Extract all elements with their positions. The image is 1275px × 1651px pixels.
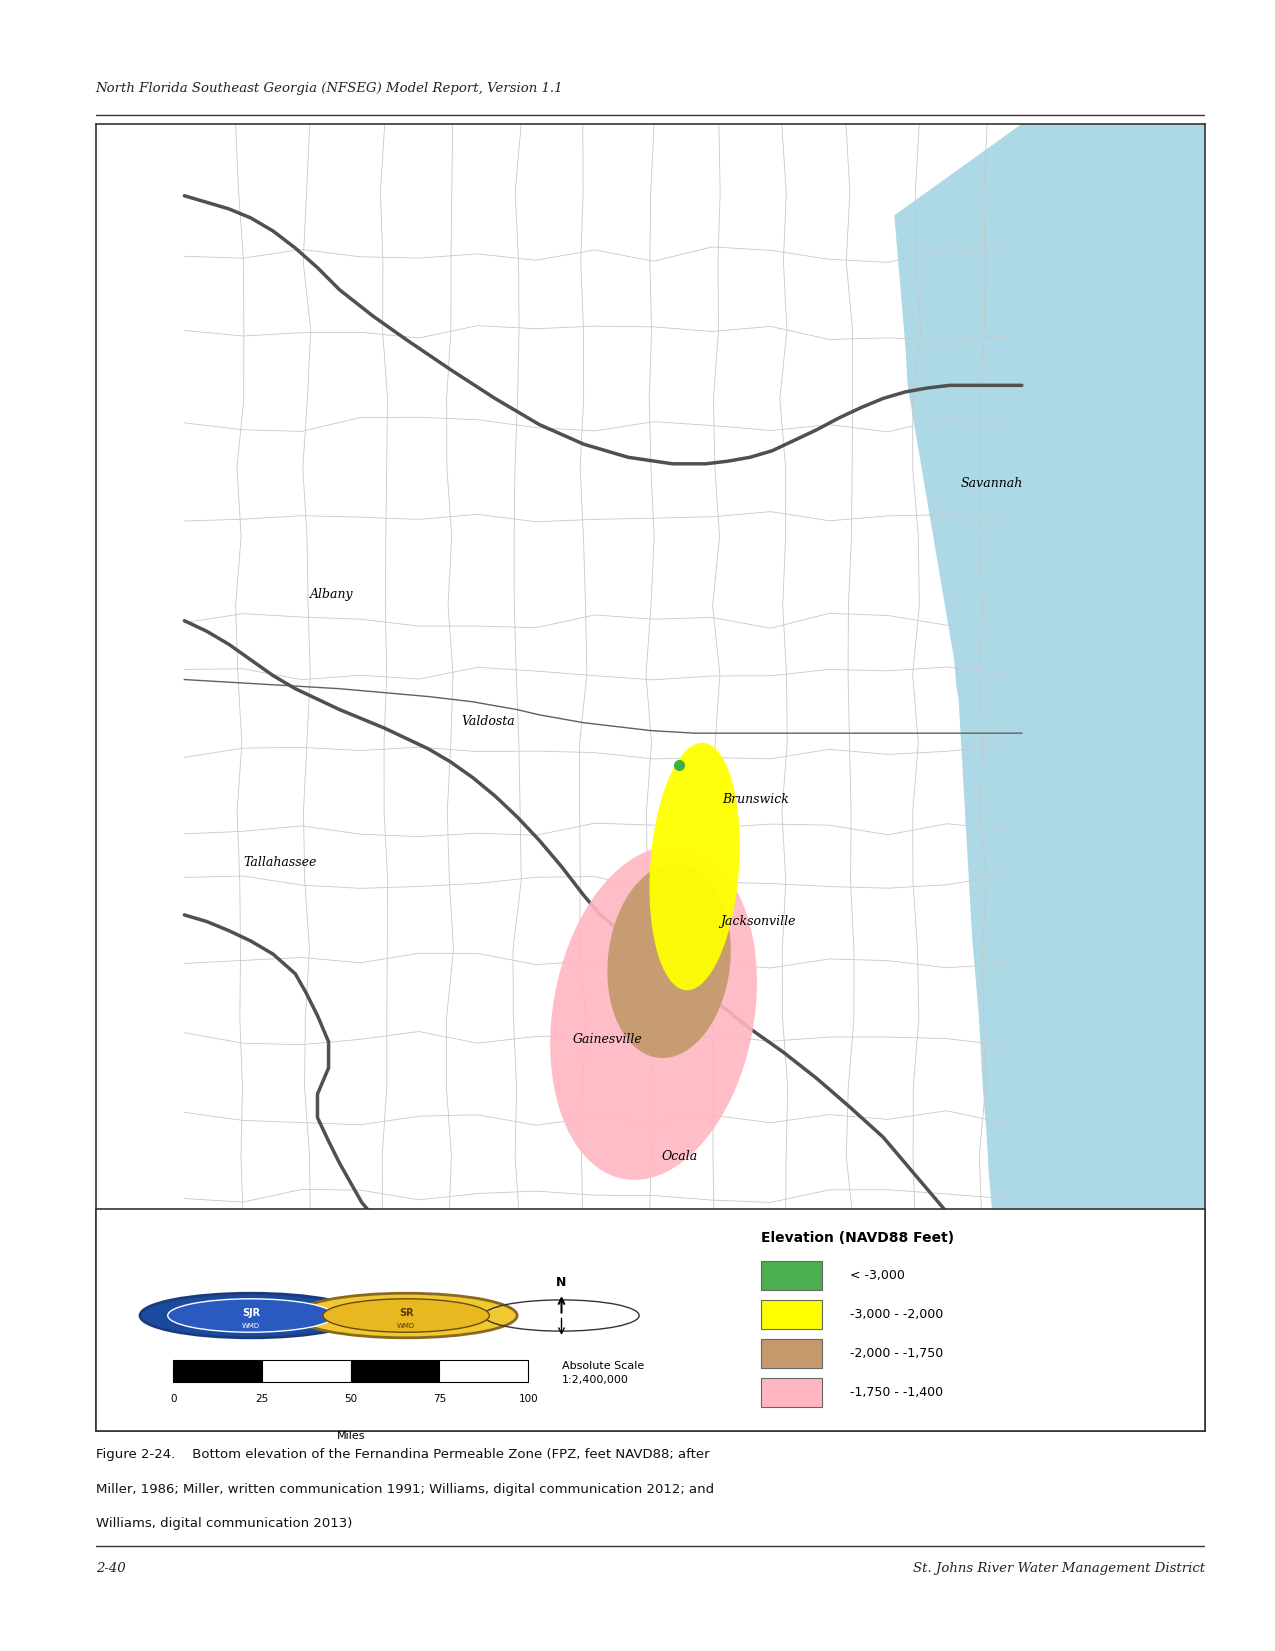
Text: 2-40: 2-40: [96, 1562, 125, 1575]
Text: -2,000 - -1,750: -2,000 - -1,750: [850, 1347, 944, 1360]
Circle shape: [296, 1293, 518, 1337]
Bar: [440, 1360, 528, 1382]
Text: -3,000 - -2,000: -3,000 - -2,000: [850, 1308, 944, 1321]
Text: N: N: [556, 1276, 566, 1289]
Text: < -3,000: < -3,000: [850, 1270, 905, 1281]
Text: WMD: WMD: [242, 1322, 260, 1329]
Circle shape: [140, 1293, 362, 1337]
Text: 0: 0: [170, 1393, 176, 1403]
Text: Ocala: Ocala: [662, 1151, 697, 1164]
Text: Jacksonville: Jacksonville: [720, 915, 796, 928]
Text: Albany: Albany: [310, 588, 353, 601]
Text: -1,750 - -1,400: -1,750 - -1,400: [850, 1385, 944, 1398]
Text: SJR: SJR: [242, 1308, 260, 1317]
Text: Savannah: Savannah: [961, 477, 1023, 490]
Text: Williams, digital communication 2013): Williams, digital communication 2013): [96, 1517, 352, 1530]
Text: 50: 50: [344, 1393, 357, 1403]
Text: Gainesville: Gainesville: [572, 1032, 643, 1045]
Circle shape: [168, 1299, 334, 1332]
Bar: [761, 1299, 822, 1329]
Text: Miles: Miles: [337, 1431, 365, 1441]
Text: North Florida Southeast Georgia (NFSEG) Model Report, Version 1.1: North Florida Southeast Georgia (NFSEG) …: [96, 83, 564, 94]
Text: Miller, 1986; Miller, written communication 1991; Williams, digital communicatio: Miller, 1986; Miller, written communicat…: [96, 1483, 714, 1496]
Text: St. Johns River Water Management District: St. Johns River Water Management Distric…: [913, 1562, 1205, 1575]
Bar: [761, 1379, 822, 1407]
Polygon shape: [551, 845, 757, 1180]
Text: 75: 75: [434, 1393, 446, 1403]
Text: Figure 2-24.    Bottom elevation of the Fernandina Permeable Zone (FPZ, feet NAV: Figure 2-24. Bottom elevation of the Fer…: [96, 1448, 709, 1461]
Text: Absolute Scale
1:2,400,000: Absolute Scale 1:2,400,000: [561, 1362, 644, 1385]
Text: WMD: WMD: [397, 1322, 416, 1329]
Text: Elevation (NAVD88 Feet): Elevation (NAVD88 Feet): [761, 1232, 954, 1245]
Bar: [761, 1261, 822, 1289]
Polygon shape: [894, 124, 1205, 1431]
Text: Tallahassee: Tallahassee: [244, 857, 316, 868]
Polygon shape: [649, 743, 740, 991]
Bar: [173, 1360, 263, 1382]
Bar: [351, 1360, 440, 1382]
Circle shape: [323, 1299, 490, 1332]
Polygon shape: [96, 882, 650, 1431]
Text: Brunswick: Brunswick: [723, 794, 789, 806]
Text: SR: SR: [399, 1308, 413, 1317]
Text: 25: 25: [255, 1393, 269, 1403]
Text: Valdosta: Valdosta: [462, 715, 515, 728]
Polygon shape: [607, 863, 731, 1058]
Bar: [761, 1339, 822, 1369]
Bar: [263, 1360, 351, 1382]
Text: 100: 100: [519, 1393, 538, 1403]
